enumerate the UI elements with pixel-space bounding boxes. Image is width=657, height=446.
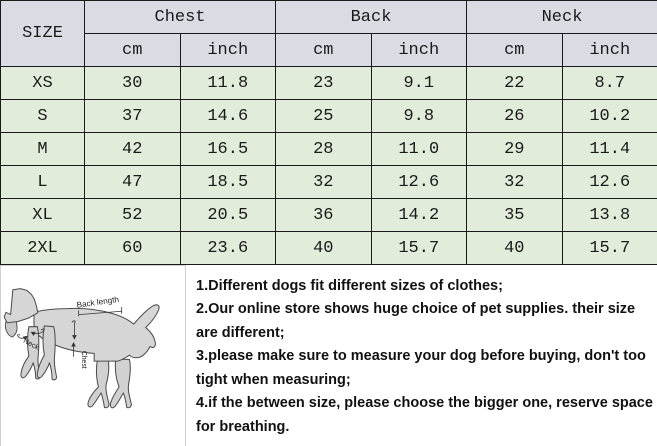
svg-text:Chest: Chest <box>80 351 87 369</box>
svg-text:Back length: Back length <box>76 295 119 310</box>
